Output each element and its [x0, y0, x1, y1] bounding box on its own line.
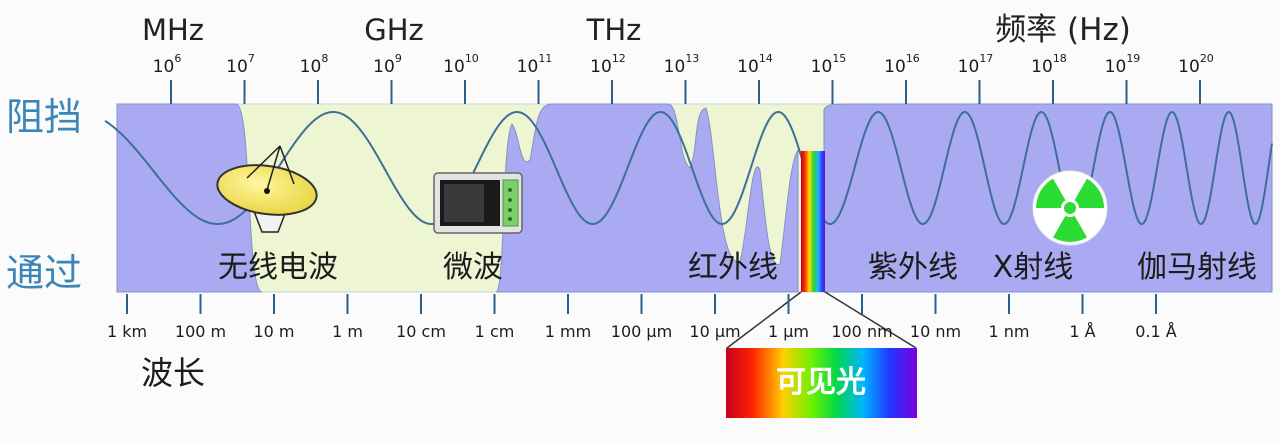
- region-label-microwave: 微波: [443, 250, 503, 285]
- wavelength-tick-label: 10 nm: [910, 322, 961, 341]
- wavelength-tick-label: 1 cm: [475, 322, 515, 341]
- frequency-tick-exponent: 17: [979, 52, 993, 65]
- frequency-tick-exponent: 16: [906, 52, 920, 65]
- frequency-tick-exponent: 13: [685, 52, 699, 65]
- frequency-tick-label: 1010: [443, 52, 479, 77]
- region-label-gamma: 伽马射线: [1137, 250, 1257, 285]
- region-label-infrared: 红外线: [688, 250, 778, 285]
- satellite-dish-icon: [216, 145, 318, 233]
- wavelength-axis-title: 波长: [141, 354, 205, 392]
- wavelength-tick-label: 10 cm: [396, 322, 446, 341]
- frequency-tick-label: 108: [300, 52, 329, 77]
- frequency-tick-label: 109: [373, 52, 402, 77]
- frequency-tick-label: 106: [153, 52, 182, 77]
- frequency-tick-label: 1014: [737, 52, 773, 77]
- wavelength-tick-label: 1 mm: [545, 322, 591, 341]
- frequency-tick-exponent: 7: [248, 52, 255, 65]
- frequency-tick-exponent: 10: [465, 52, 479, 65]
- wavelength-tick-label: 100 m: [175, 322, 226, 341]
- frequency-tick-label: 1013: [664, 52, 700, 77]
- band-label-thz: THz: [586, 13, 642, 47]
- frequency-tick-label: 1016: [884, 52, 920, 77]
- band-label-mhz: MHz: [142, 13, 204, 47]
- wavelength-tick-label: 1 m: [332, 322, 363, 341]
- wavelength-tick-label: 10 μm: [689, 322, 740, 341]
- frequency-tick-label: 1015: [811, 52, 847, 77]
- frequency-tick-exponent: 12: [612, 52, 626, 65]
- region-label-xray: X射线: [993, 250, 1074, 285]
- radiation-icon: [1032, 170, 1108, 246]
- frequency-tick-exponent: 20: [1200, 52, 1214, 65]
- wavelength-tick-label: 1 Å: [1069, 322, 1095, 341]
- frequency-tick-exponent: 19: [1126, 52, 1140, 65]
- frequency-tick-exponent: 9: [395, 52, 402, 65]
- frequency-tick-exponent: 18: [1053, 52, 1067, 65]
- wavelength-tick-label: 1 km: [107, 322, 147, 341]
- frequency-axis: 106 107 108 109 1010 1011 1012 1013 1014 1015 1016…: [153, 52, 1214, 104]
- side-label-block: 阻挡: [6, 95, 82, 139]
- wavelength-tick-label: 100 μm: [611, 322, 672, 341]
- wavelength-tick-label: 1 nm: [989, 322, 1030, 341]
- band-label-ghz: GHz: [364, 13, 424, 47]
- region-label-radio: 无线电波: [218, 250, 338, 285]
- frequency-tick-label: 1018: [1031, 52, 1067, 77]
- frequency-tick-exponent: 11: [538, 52, 552, 65]
- wavelength-tick-label: 0.1 Å: [1135, 322, 1177, 341]
- frequency-tick-label: 1019: [1105, 52, 1141, 77]
- frequency-tick-label: 107: [226, 52, 255, 77]
- wavelength-axis: 1 km 100 m 10 m 1 m 10 cm 1 cm 1 mm 100 μm 10 μm…: [107, 294, 1177, 341]
- frequency-tick-label: 1020: [1178, 52, 1214, 77]
- frequency-tick-label: 1011: [517, 52, 553, 77]
- frequency-tick-label: 1017: [958, 52, 994, 77]
- frequency-tick-exponent: 8: [321, 52, 328, 65]
- region-label-ultraviolet: 紫外线: [868, 250, 958, 285]
- visible-light-box: [726, 348, 917, 418]
- wavelength-tick-label: 100 nm: [831, 322, 892, 341]
- frequency-tick-label: 1012: [590, 52, 626, 77]
- wavelength-tick-label: 1 μm: [768, 322, 809, 341]
- frequency-tick-exponent: 6: [174, 52, 181, 65]
- visible-light-label: 可见光: [776, 365, 866, 400]
- wavelength-tick-label: 10 m: [253, 322, 294, 341]
- frequency-tick-exponent: 14: [759, 52, 773, 65]
- visible-strip: [801, 151, 825, 292]
- microwave-oven-icon: [433, 172, 523, 234]
- side-label-pass: 通过: [6, 251, 82, 295]
- frequency-tick-exponent: 15: [832, 52, 846, 65]
- frequency-axis-title: 频率 (Hz): [995, 12, 1131, 48]
